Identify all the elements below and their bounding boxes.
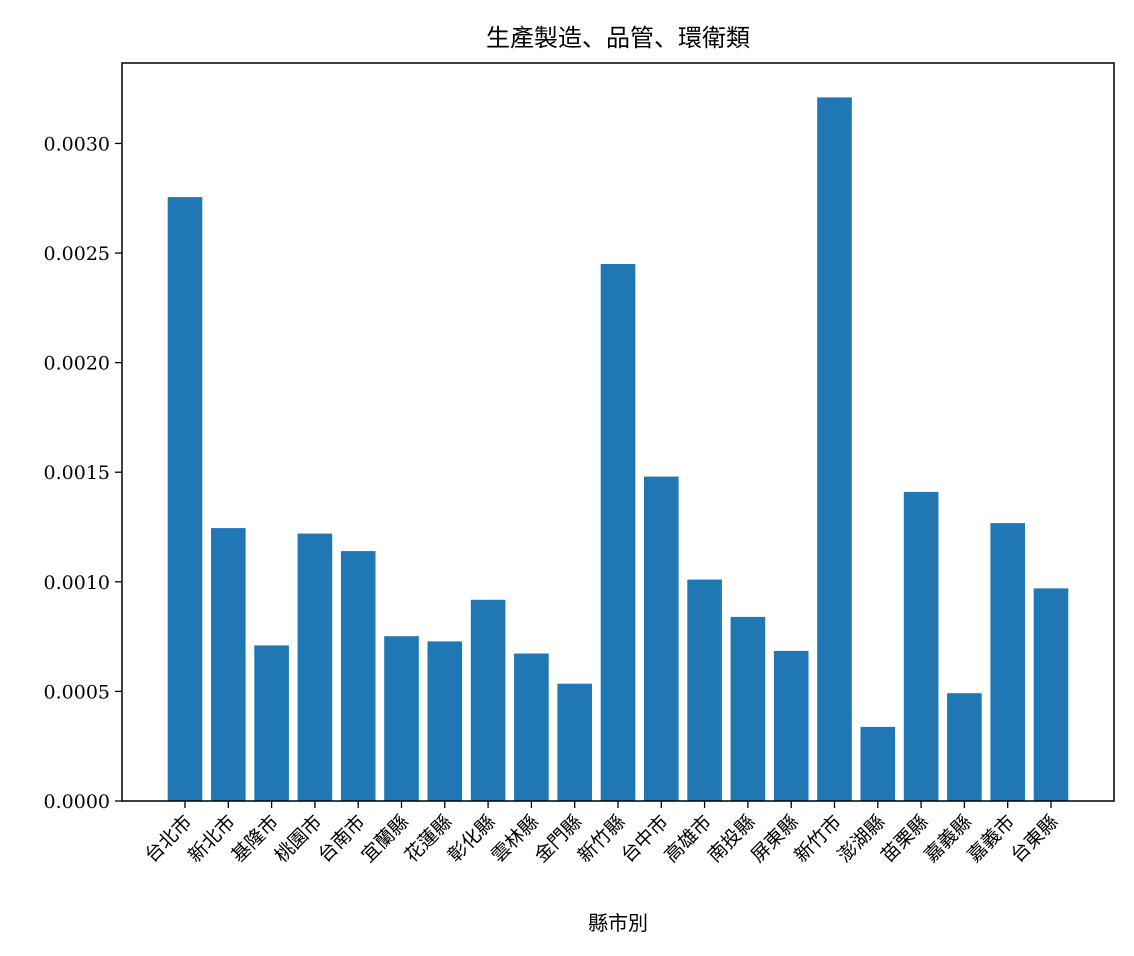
bar-台南市 <box>340 551 376 801</box>
y-tick-label: 0.0005 <box>44 681 110 703</box>
bar-桃園市 <box>297 533 333 801</box>
bar-新竹縣 <box>600 264 636 801</box>
x-tick-label-嘉義市: 嘉義市 <box>963 811 1019 867</box>
x-axis-label: 縣市別 <box>588 911 648 935</box>
bar-雲林縣 <box>514 653 549 801</box>
y-tick-label: 0.0000 <box>44 791 110 813</box>
x-tick-label-台東縣: 台東縣 <box>1007 811 1063 867</box>
bar-彰化縣 <box>470 599 506 801</box>
x-tick-label-高雄市: 高雄市 <box>660 811 716 867</box>
x-tick-label-台中市: 台中市 <box>617 811 673 867</box>
y-tick-label: 0.0030 <box>44 133 110 155</box>
x-tick-label-新竹市: 新竹市 <box>790 811 846 867</box>
bar-嘉義市 <box>990 523 1025 801</box>
bar-苗栗縣 <box>903 491 939 801</box>
y-tick-label: 0.0025 <box>44 243 110 265</box>
bars-group <box>167 97 1069 802</box>
x-axis: 台北市新北市基隆市桃園市台南市宜蘭縣花蓮縣彰化縣雲林縣金門縣新竹縣台中市高雄市南… <box>141 801 1063 867</box>
bar-南投縣 <box>730 616 766 801</box>
bar-金門縣 <box>557 683 592 801</box>
y-axis: 0.0000 0.0005 0.0010 0.0015 0.0020 0.0025 0.00… <box>44 133 122 813</box>
x-tick-label-新竹縣: 新竹縣 <box>574 811 630 867</box>
x-tick-label-嘉義縣: 嘉義縣 <box>920 811 976 867</box>
bar-屏東縣 <box>773 650 809 801</box>
bar-澎湖縣 <box>860 726 896 801</box>
x-tick-label-宜蘭縣: 宜蘭縣 <box>357 811 413 867</box>
y-tick-label: 0.0010 <box>44 572 110 594</box>
x-tick-label-台北市: 台北市 <box>141 811 197 867</box>
bar-台北市 <box>167 197 203 802</box>
x-tick-label-台南市: 台南市 <box>314 811 370 867</box>
bar-嘉義縣 <box>947 693 982 801</box>
bar-花蓮縣 <box>427 641 463 801</box>
x-tick-label-雲林縣: 雲林縣 <box>487 811 543 867</box>
bar-新北市 <box>211 528 246 801</box>
y-tick-label: 0.0015 <box>44 462 110 484</box>
bar-台東縣 <box>1033 588 1069 801</box>
x-tick-label-苗栗縣: 苗栗縣 <box>877 811 933 867</box>
x-tick-label-新北市: 新北市 <box>184 811 240 867</box>
x-tick-label-澎湖縣: 澎湖縣 <box>833 811 889 867</box>
x-tick-label-花蓮縣: 花蓮縣 <box>400 811 456 867</box>
bar-宜蘭縣 <box>384 636 419 801</box>
x-tick-label-屏東縣: 屏東縣 <box>747 811 803 867</box>
y-tick-label: 0.0020 <box>44 353 110 375</box>
bar-台中市 <box>644 476 679 801</box>
x-tick-label-彰化縣: 彰化縣 <box>444 811 500 867</box>
x-tick-label-南投縣: 南投縣 <box>704 811 760 867</box>
chart-title: 生產製造、品管、環衛類 <box>486 24 750 52</box>
bar-新竹市 <box>817 97 852 801</box>
x-tick-label-桃園市: 桃園市 <box>271 811 327 867</box>
x-tick-label-基隆市: 基隆市 <box>227 811 283 867</box>
bar-高雄市 <box>687 579 722 801</box>
x-tick-label-金門縣: 金門縣 <box>530 811 586 867</box>
bar-基隆市 <box>254 645 289 801</box>
